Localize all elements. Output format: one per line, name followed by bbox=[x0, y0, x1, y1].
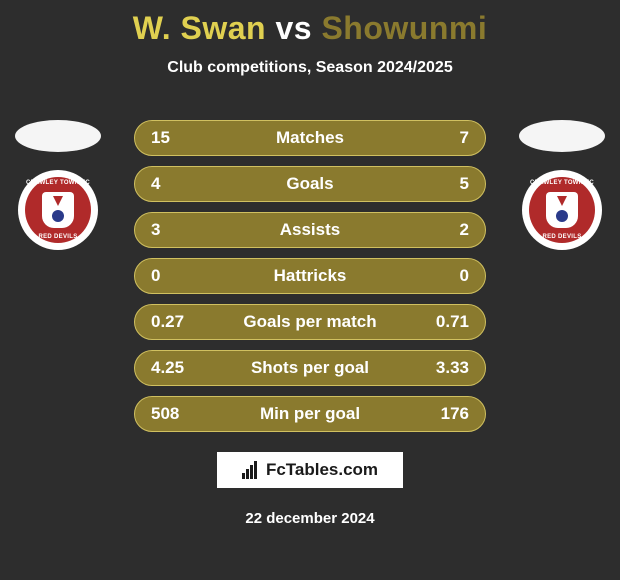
stat-right-value: 0 bbox=[409, 266, 469, 286]
stat-row: 508 Min per goal 176 bbox=[134, 396, 486, 432]
bar-chart-icon bbox=[242, 461, 260, 479]
stat-left-value: 4 bbox=[151, 174, 211, 194]
brand-box: FcTables.com bbox=[217, 452, 403, 488]
stat-right-value: 0.71 bbox=[409, 312, 469, 332]
stat-label: Assists bbox=[211, 220, 409, 240]
date-label: 22 december 2024 bbox=[0, 510, 620, 527]
stat-left-value: 508 bbox=[151, 404, 211, 424]
player1-flag-icon bbox=[15, 120, 101, 152]
subtitle: Club competitions, Season 2024/2025 bbox=[0, 59, 620, 77]
stat-left-value: 0.27 bbox=[151, 312, 211, 332]
stat-left-value: 0 bbox=[151, 266, 211, 286]
stat-row: 0 Hattricks 0 bbox=[134, 258, 486, 294]
brand-text: FcTables.com bbox=[266, 460, 378, 480]
stat-left-value: 15 bbox=[151, 128, 211, 148]
left-badge-column: CRAWLEY TOWN FC RED DEVILS bbox=[8, 120, 108, 250]
stat-left-value: 4.25 bbox=[151, 358, 211, 378]
stat-right-value: 3.33 bbox=[409, 358, 469, 378]
stat-row: 4.25 Shots per goal 3.33 bbox=[134, 350, 486, 386]
title: W. Swan vs Showunmi bbox=[0, 0, 620, 47]
comparison-card: W. Swan vs Showunmi Club competitions, S… bbox=[0, 0, 620, 580]
right-badge-column: CRAWLEY TOWN FC RED DEVILS bbox=[512, 120, 612, 250]
player2-flag-icon bbox=[519, 120, 605, 152]
stat-left-value: 3 bbox=[151, 220, 211, 240]
player2-club-crest-icon: CRAWLEY TOWN FC RED DEVILS bbox=[522, 170, 602, 250]
stat-row: 3 Assists 2 bbox=[134, 212, 486, 248]
stat-right-value: 176 bbox=[409, 404, 469, 424]
stat-label: Matches bbox=[211, 128, 409, 148]
stats-table: 15 Matches 7 4 Goals 5 3 Assists 2 0 Hat… bbox=[134, 120, 486, 432]
stat-label: Goals bbox=[211, 174, 409, 194]
vs-label: vs bbox=[275, 10, 312, 46]
stat-right-value: 5 bbox=[409, 174, 469, 194]
stat-right-value: 7 bbox=[409, 128, 469, 148]
stat-row: 4 Goals 5 bbox=[134, 166, 486, 202]
stat-label: Min per goal bbox=[211, 404, 409, 424]
stat-right-value: 2 bbox=[409, 220, 469, 240]
stat-label: Hattricks bbox=[211, 266, 409, 286]
player2-name: Showunmi bbox=[321, 10, 487, 46]
stat-row: 0.27 Goals per match 0.71 bbox=[134, 304, 486, 340]
stat-label: Shots per goal bbox=[211, 358, 409, 378]
stat-row: 15 Matches 7 bbox=[134, 120, 486, 156]
player1-club-crest-icon: CRAWLEY TOWN FC RED DEVILS bbox=[18, 170, 98, 250]
stat-label: Goals per match bbox=[211, 312, 409, 332]
player1-name: W. Swan bbox=[133, 10, 266, 46]
